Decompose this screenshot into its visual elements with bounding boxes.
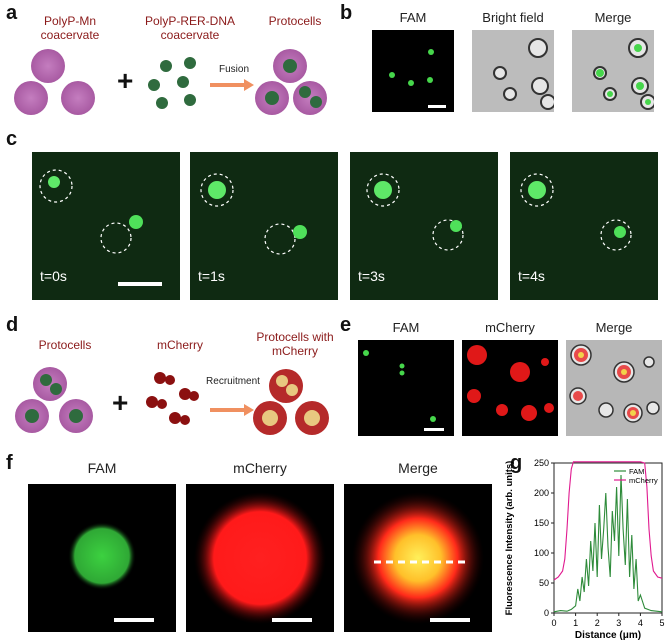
panel-label-e: e xyxy=(340,314,352,336)
timestamp-3: t=3s xyxy=(358,268,385,284)
panel-b-title-1: FAM xyxy=(399,10,427,25)
panel-e-merge-image xyxy=(566,340,662,436)
panel-d-mid-title: mCherry xyxy=(156,338,203,352)
panel-f-title-2: mCherry xyxy=(233,460,287,476)
panel-a-mid-title: PolyP-RER-DNA coacervate xyxy=(144,14,235,42)
y-tick-label: 150 xyxy=(534,518,549,528)
panel-c-frame-3 xyxy=(350,152,498,300)
panel-b-title-3: Merge xyxy=(594,10,632,25)
y-tick-label: 50 xyxy=(539,578,549,588)
legend-label: FAM xyxy=(629,467,644,476)
panel-b-fam-image xyxy=(372,30,454,112)
x-tick-label: 1 xyxy=(573,618,578,628)
panel-label-a: a xyxy=(6,2,18,24)
x-tick-label: 3 xyxy=(616,618,621,628)
panel-label-c: c xyxy=(6,128,18,150)
timestamp-1: t=0s xyxy=(40,268,67,284)
panel-a-left-title: PolyP-Mn coacervate xyxy=(40,14,100,42)
panel-a-arrow-label: Fusion xyxy=(218,64,249,75)
y-tick-label: 100 xyxy=(534,548,549,558)
panel-e-title-1: FAM xyxy=(392,320,420,335)
panel-c-frame-2 xyxy=(190,152,338,300)
panel-e-mcherry-image xyxy=(462,340,558,436)
panel-d-schematic: + xyxy=(15,367,329,435)
panel-label-g: g xyxy=(510,452,523,474)
panel-b-title-2: Bright field xyxy=(482,10,544,25)
coacervate-droplet xyxy=(31,49,65,83)
x-axis-label: Distance (μm) xyxy=(575,630,641,640)
plot-frame xyxy=(553,462,663,614)
y-tick-label: 0 xyxy=(544,608,549,618)
panel-label-f: f xyxy=(6,452,13,474)
panel-a-schematic: + xyxy=(14,49,327,115)
svg-text:+: + xyxy=(112,387,128,418)
panel-f-title-3: Merge xyxy=(398,460,438,476)
panel-b-brightfield-image xyxy=(472,30,554,112)
timestamp-2: t=1s xyxy=(198,268,225,284)
panel-d-left-title: Protocells xyxy=(38,338,92,352)
svg-text:+: + xyxy=(117,65,133,96)
line-profile-chart: 0 50 100 150 200 250 0 1 2 3 4 5 Fluorescence Inte… xyxy=(504,458,665,640)
dna-coacervate-cluster xyxy=(148,57,196,109)
panel-label-d: d xyxy=(6,314,19,336)
series-line-mcherry xyxy=(553,461,663,581)
y-tick-label: 200 xyxy=(534,488,549,498)
panel-e-title-3: Merge xyxy=(595,320,633,335)
panel-d-arrow-label: Recruitment xyxy=(206,376,260,387)
panel-f-title-1: FAM xyxy=(87,460,117,476)
panel-d-right-title: Protocells with mCherry xyxy=(256,330,334,358)
panel-c-frame-4 xyxy=(510,152,658,300)
x-tick-label: 5 xyxy=(659,618,664,628)
panel-f-fam-image xyxy=(28,484,176,632)
coacervate-droplet xyxy=(14,81,48,115)
x-tick-label: 4 xyxy=(638,618,643,628)
y-tick-label: 250 xyxy=(534,458,549,468)
panel-c-frame-1 xyxy=(32,152,180,300)
panel-e-title-2: mCherry xyxy=(485,320,535,335)
panel-e-fam-image xyxy=(358,340,454,436)
x-tick-label: 0 xyxy=(551,618,556,628)
panel-a-right-title: Protocells xyxy=(268,14,322,28)
panel-b-merge-image xyxy=(572,30,654,112)
x-tick-label: 2 xyxy=(595,618,600,628)
timestamp-4: t=4s xyxy=(518,268,545,284)
y-axis-label: Fluorescence Intensity (arb. units) xyxy=(504,461,515,616)
coacervate-droplet xyxy=(61,81,95,115)
mcherry-proteins xyxy=(146,372,199,425)
panel-label-b: b xyxy=(340,2,353,24)
panel-f-merge-image xyxy=(344,484,492,632)
legend-label: mCherry xyxy=(629,476,658,485)
series-line-fam xyxy=(553,474,663,613)
panel-f-mcherry-image xyxy=(186,484,334,632)
